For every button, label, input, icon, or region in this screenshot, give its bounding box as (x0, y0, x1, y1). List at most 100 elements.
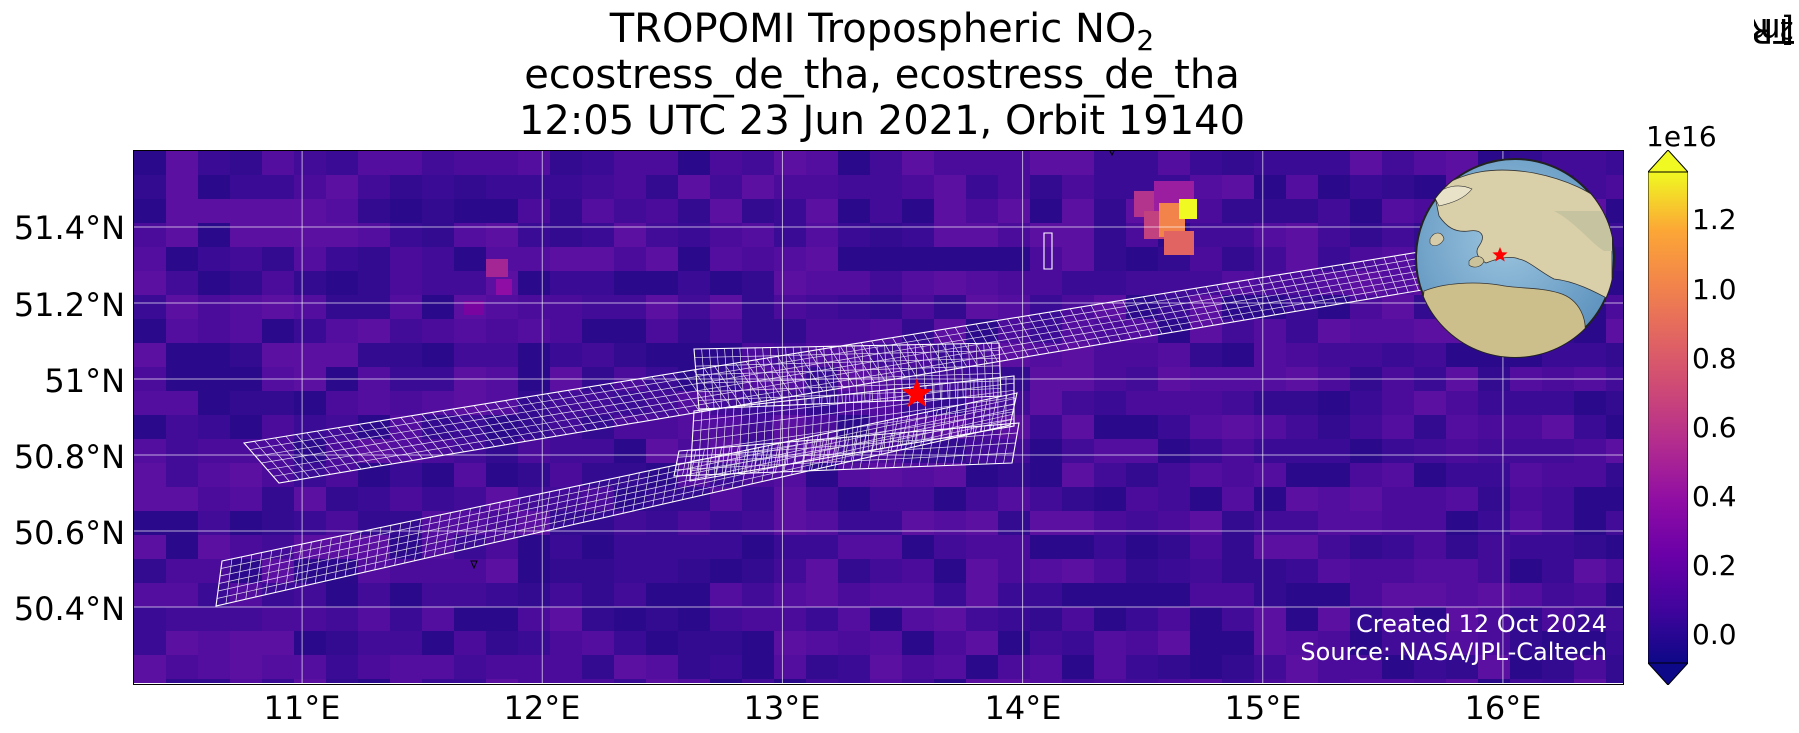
footprint-mesh-line (675, 452, 1014, 471)
colorbar-extend-max (1648, 150, 1688, 173)
footprint-mesh-line (731, 348, 738, 408)
footprint-mesh-line (876, 345, 881, 402)
colorbar-tick-0-0: 0.0 (1692, 618, 1737, 652)
footprint-mesh-line (861, 345, 866, 402)
footprint-mesh-line (220, 397, 1016, 569)
footprint-mesh-line (803, 398, 807, 462)
footprint-mesh-line (846, 345, 851, 403)
footprint-mesh-line (948, 382, 951, 438)
credit-source: Source: NASA/JPL-Caltech (1300, 638, 1607, 666)
footprint-mesh-line (956, 382, 959, 436)
footprint-mesh-line (777, 347, 783, 406)
map-title: TROPOMI Tropospheric NO2 (609, 6, 1155, 57)
lat-label-51-0: 51°N (44, 362, 125, 400)
colorbar-tick-0-6: 0.6 (1692, 410, 1737, 444)
no2-pixel-layer (134, 151, 1623, 683)
footprint-mesh-line (869, 345, 873, 402)
footprint-mesh-line (738, 405, 743, 473)
footprint-mesh-line (730, 406, 735, 475)
footprint-mesh-line (900, 388, 903, 446)
lon-label-12: 12°E (503, 689, 581, 727)
footprint-mesh-line (722, 407, 727, 476)
footprint-mesh-line (891, 345, 896, 401)
footprint-mesh-line (218, 408, 1014, 584)
colorbar-tick-0-2: 0.2 (1692, 549, 1737, 583)
map-subtitle-time: 12:05 UTC 23 Jun 2021, Orbit 19140 (518, 98, 1246, 144)
footprint-mesh-line (713, 408, 719, 477)
footprint-mesh-line (838, 346, 843, 403)
footprint-mesh-line (693, 382, 1015, 422)
footprint-mesh-line (716, 348, 722, 409)
footprint-mesh-line (769, 347, 775, 406)
lon-label-16: 16°E (1464, 689, 1542, 727)
colorbar-tick-0-4: 0.4 (1692, 480, 1737, 514)
colorbar-tick-1-2: 1.2 (1692, 203, 1737, 237)
colorbar-tick-1-0: 1.0 (1692, 272, 1737, 306)
no2-map: Created 12 Oct 2024 Source: NASA/JPL-Cal… (133, 150, 1624, 685)
footprint-mesh-line (273, 268, 1510, 477)
footprint-tiny (1043, 232, 1053, 270)
footprint-mesh-line (762, 403, 767, 469)
footprint-mesh-line (217, 413, 1013, 592)
footprint-mesh-line (965, 381, 967, 435)
footprint-mesh-line (694, 350, 1000, 358)
footprint-mesh (216, 240, 1510, 604)
colorbar-extend-min (1648, 662, 1688, 685)
site-star-marker (901, 378, 933, 408)
footprint-mesh-line (746, 404, 751, 472)
footprint-mesh-line (800, 346, 806, 405)
footprint-mesh-line (770, 402, 775, 468)
footprint-mesh-line (884, 345, 889, 401)
footprint-mesh-line (697, 380, 1001, 393)
footprint-mesh-line (851, 393, 855, 454)
footprint-mesh-line (778, 401, 783, 466)
footprint-mesh-line (676, 442, 1016, 464)
border-fragment-top (1109, 151, 1115, 157)
footprint-mesh-line (695, 357, 1000, 367)
footprint-mesh-line (960, 343, 964, 398)
footprint-mesh-line (691, 404, 1015, 452)
footprint-mesh-line (692, 389, 1015, 432)
colorbar-gradient (1648, 171, 1688, 664)
footprint-mesh-line (701, 348, 707, 409)
footprint-mesh-line (908, 387, 911, 444)
footprint-mesh-line (843, 394, 847, 455)
graticule (134, 151, 1623, 683)
footprint-mesh-line (892, 389, 895, 447)
footprint-mesh-line (696, 365, 1000, 376)
footprint-mesh-line (975, 343, 979, 397)
footprint-mesh-line (697, 410, 703, 480)
footprint-mesh-line (875, 390, 879, 450)
footprint-mesh-line (930, 344, 934, 399)
footprint-mesh-line (853, 345, 858, 403)
lat-label-50-4: 50.4°N (13, 590, 125, 628)
footprint-mesh-line (867, 391, 871, 451)
footprint-mesh-line (952, 343, 957, 398)
lat-label-50-6: 50.6°N (13, 514, 125, 552)
footprint-mesh-line (830, 346, 836, 404)
footprint-mesh-line (724, 348, 730, 408)
footprint-mesh-line (216, 419, 1012, 599)
border-fragment (470, 560, 478, 570)
footprint-mesh-line (811, 397, 815, 461)
footprint-mesh-line (792, 347, 798, 405)
colorbar-tick-0-8: 0.8 (1692, 341, 1737, 375)
lon-label-13: 13°E (743, 689, 821, 727)
footprint-mesh-line (827, 396, 831, 458)
footprint-mesh-line (739, 348, 745, 408)
footprint-mesh-line (267, 262, 1508, 471)
credit-created: Created 12 Oct 2024 (1356, 610, 1607, 638)
footprint-mesh-line (945, 344, 949, 399)
lat-label-51-4: 51.4°N (13, 209, 125, 247)
footprint-mesh-line (937, 344, 941, 399)
lon-label-14: 14°E (984, 689, 1062, 727)
footprint-mesh-line (692, 397, 1015, 442)
colorbar-label: TROPOMI Tropospheric NO2 [molec cm⁻²] (1754, 10, 1794, 50)
footprint-mesh-line (785, 347, 790, 406)
lon-label-11: 11°E (263, 689, 341, 727)
footprint-mesh-line (899, 344, 904, 401)
colorbar-exponent: 1e16 (1646, 120, 1717, 153)
footprint-mesh-line (762, 347, 768, 407)
footprint-mesh-line (786, 400, 791, 465)
footprint-mesh-line (983, 343, 987, 397)
